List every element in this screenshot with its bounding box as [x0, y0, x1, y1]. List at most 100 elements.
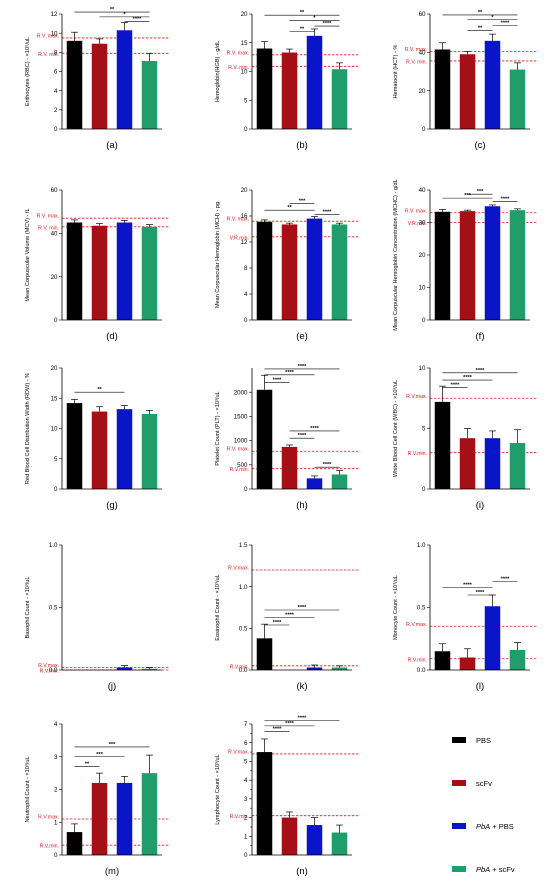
panel-d: R.V. max. R.V. min. 0 20 40 60 Mean Corpuscula…: [25, 187, 170, 342]
significance-label: ****: [501, 576, 511, 582]
significance-label: ***: [109, 742, 116, 748]
legend: PBS scFv PbA + PBS PbA + scFv: [452, 736, 515, 874]
bar-b-3: [331, 69, 348, 129]
panel-e: R.V. max. V.R.min. 0 4 8 12 16 20 Mean Corpuscul…: [215, 187, 360, 342]
bar-i-2: [484, 438, 501, 489]
bar-g-0: [66, 403, 83, 489]
bar-l-3: [509, 650, 526, 670]
significance-label: ****: [133, 17, 143, 23]
y-axis-title: Monocyte Count - ×10³/uL: [393, 575, 399, 640]
bar-f-0: [434, 211, 451, 320]
significance-label: ****: [273, 378, 283, 384]
y-tick-label: 6: [244, 740, 248, 747]
y-tick-label: 3: [54, 754, 58, 761]
y-tick-label: 3: [244, 796, 248, 803]
significance-label: **: [478, 10, 483, 16]
panel-label-b: (b): [296, 140, 308, 151]
significance-label: ****: [285, 370, 295, 376]
panel-label-c: (c): [474, 140, 485, 151]
significance-label: ****: [298, 364, 308, 370]
bar-k-0: [256, 638, 273, 670]
y-tick-label: 0.5: [49, 605, 58, 612]
bar-l-2: [484, 606, 501, 670]
bar-f-2: [484, 206, 501, 320]
bar-e-1: [281, 224, 298, 320]
bar-d-0: [66, 222, 83, 320]
bar-l-1: [459, 657, 476, 670]
bar-m-0: [66, 832, 83, 855]
y-tick-label: 1: [244, 833, 248, 840]
y-axis-title: Red Blood Cell Distribution Width (RDW) …: [25, 373, 31, 484]
panel-b: R.V. max. R.V. min. 0 5 10 15 20 Hemoglobin(HGB…: [215, 10, 360, 151]
significance-label: ****: [501, 197, 511, 203]
y-tick-label: 10: [51, 30, 58, 37]
bar-f-1: [459, 211, 476, 320]
y-axis-title: Hematocrit (HCT) - %: [393, 45, 399, 99]
bar-n-2: [306, 825, 323, 855]
significance-label: ****: [285, 613, 295, 619]
panel-m: R.V.max. R.V.min. 0 1 2 3 4 Neutrophil Count - …: [25, 721, 170, 877]
significance-label: ****: [463, 375, 473, 381]
ref-line-label: R.V. max.: [37, 33, 59, 39]
bar-m-3: [141, 773, 158, 855]
significance-label: ***: [477, 189, 484, 195]
bar-b-1: [281, 52, 298, 129]
y-tick-label: 0.0: [239, 667, 248, 674]
bar-n-1: [281, 817, 298, 855]
y-tick-label: 30: [419, 220, 426, 227]
y-tick-label: 4: [54, 721, 58, 728]
y-tick-label: 1000: [234, 438, 248, 445]
significance-label: ****: [463, 583, 473, 589]
ref-line-label: R.V.max.: [228, 566, 249, 572]
y-axis-title: Basophil Count - ×10³/uL: [25, 576, 31, 638]
bar-g-2: [116, 409, 133, 489]
y-tick-label: 8: [54, 49, 58, 56]
bar-c-1: [459, 54, 476, 129]
y-tick-label: 40: [51, 230, 58, 237]
ref-line-label: R.V.min.: [230, 814, 249, 820]
panel-a: R.V. max. R.V. min. 0 2 4 6 8 10 12 Erithocytes (…: [24, 7, 170, 151]
bar-e-3: [331, 224, 348, 320]
ref-line-label: R.V. max.: [405, 47, 427, 53]
panel-label-i: (i): [476, 500, 484, 511]
ref-line-label: V.R.min.: [408, 221, 427, 227]
legend-entry: scFv: [476, 779, 492, 788]
y-tick-label: 15: [51, 395, 58, 402]
ref-line-label: V.R.min.: [230, 235, 249, 241]
ref-line-label: R.V.max.: [406, 394, 427, 400]
significance-label: **: [478, 25, 483, 31]
significance-label: ****: [476, 368, 486, 374]
bar-a-0: [66, 40, 83, 130]
bar-i-0: [434, 401, 451, 489]
y-tick-label: 0: [54, 486, 58, 493]
legend-entry: PbA + scFv: [476, 865, 515, 874]
bar-i-1: [459, 438, 476, 489]
bar-d-1: [91, 225, 108, 320]
bar-h-1: [281, 446, 298, 489]
y-tick-label: 40: [419, 49, 426, 56]
ref-line-label: R.V.min.: [230, 664, 249, 670]
y-tick-label: 16: [241, 213, 248, 220]
significance-label: **: [287, 205, 292, 211]
y-tick-label: 0.0: [417, 667, 426, 674]
panel-label-l: (l): [476, 681, 484, 692]
panel-label-g: (g): [106, 500, 118, 511]
y-tick-label: 7: [244, 721, 248, 728]
y-tick-label: 2: [54, 787, 58, 794]
bar-h-3: [331, 474, 348, 489]
bar-g-3: [141, 413, 158, 489]
significance-label: ***: [464, 193, 471, 199]
y-axis-title: Mean Corpuscular Hemoglobin Concentratio…: [393, 179, 399, 330]
significance-label: ****: [476, 590, 486, 596]
panel-i: R.V.max. R.V.min. 0 5 10 White Blood Cell Con…: [393, 365, 538, 511]
y-tick-label: 8: [244, 265, 248, 272]
bar-g-1: [91, 411, 108, 489]
bar-h-0: [256, 389, 273, 489]
panel-label-d: (d): [106, 331, 118, 342]
legend-swatch: [452, 737, 466, 743]
y-axis-title: Lymphocyte Count - ×10³/uL: [215, 754, 221, 825]
significance-label: ****: [298, 605, 308, 611]
y-axis-title: White Blood Cell Cont (WBC) - ×10³/uL: [393, 380, 399, 477]
y-tick-label: 0: [54, 126, 58, 133]
